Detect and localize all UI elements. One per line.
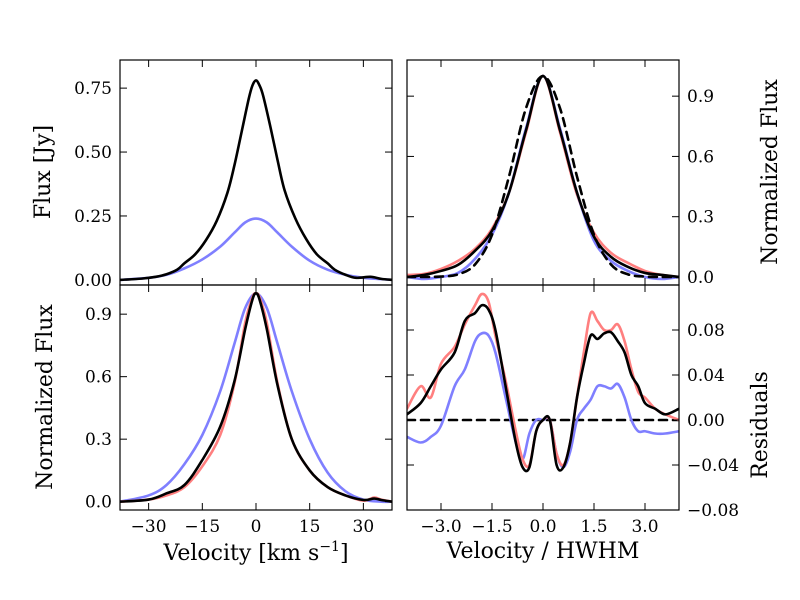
p1-ticks	[120, 60, 392, 285]
p2-series-red	[407, 74, 679, 279]
p3-xtick-label: −30	[131, 517, 167, 537]
panel-normalized-hwhm: 0.0 0.3 0.6 0.9 Normalized Flux	[406, 59, 783, 288]
p4-xtick-label: 0.0	[529, 517, 556, 537]
p4-ytick-label: −0.08	[687, 501, 739, 521]
p4-xlabel: Velocity / HWHM	[446, 539, 640, 564]
p3-ytick-labels: 0.0 0.3 0.6 0.9	[85, 305, 112, 512]
p3-ytick-label: 0.9	[85, 305, 112, 325]
p3-xtick-label: −15	[184, 517, 220, 537]
panel-residuals: −0.08 −0.04 0.00 0.04 0.08 −3.0 −1.5 0.0 1.5 3.0…	[406, 284, 773, 564]
p3-xtick-labels: −30 −15 0 15 30	[131, 517, 375, 537]
panel-normalized-velocity: 0.0 0.3 0.6 0.9 −30 −15 0 15 30 Normalized Flux…	[33, 284, 393, 566]
p3-ticks	[120, 285, 392, 510]
p4-xtick-label: −3.0	[420, 517, 461, 537]
p4-series-red	[407, 292, 679, 469]
p1-curves	[120, 79, 392, 282]
p3-curves	[120, 291, 392, 504]
p4-ticks	[407, 285, 679, 511]
p1-series-blue	[120, 217, 392, 282]
p3-xlabel-sup: −1	[319, 539, 340, 555]
p3-frame	[119, 284, 393, 511]
p1-ytick-label: 0.25	[74, 207, 112, 227]
p2-series-blue	[407, 74, 679, 281]
p2-ticks	[407, 60, 679, 285]
p4-frame	[406, 284, 680, 511]
p2-ytick-label: 0.3	[687, 208, 714, 228]
p2-ytick-label: 0.0	[687, 268, 714, 288]
p1-frame	[119, 59, 393, 286]
p4-ylabel: Residuals	[748, 371, 773, 479]
p1-ytick-label: 0.50	[74, 143, 112, 163]
p4-ytick-label: 0.04	[687, 366, 725, 386]
p3-series-red	[120, 291, 392, 503]
p4-curves	[407, 292, 679, 473]
p3-ytick-label: 0.6	[85, 368, 112, 388]
p2-series-gaussian	[407, 74, 679, 279]
p3-xtick-label: 30	[353, 517, 375, 537]
p1-ytick-label: 0.00	[74, 271, 112, 291]
p4-xtick-label: 3.0	[631, 517, 658, 537]
p2-ylabel: Normalized Flux	[758, 79, 783, 265]
p2-ytick-label: 0.9	[687, 87, 714, 107]
p3-series-black	[120, 292, 392, 503]
p4-ytick-label: 0.08	[687, 321, 725, 341]
p3-series-blue	[120, 292, 392, 504]
p4-ytick-labels: −0.08 −0.04 0.00 0.04 0.08	[687, 321, 739, 521]
p2-ytick-label: 0.6	[687, 147, 714, 167]
p3-ylabel: Normalized Flux	[33, 304, 58, 490]
p3-ytick-label: 0.3	[85, 430, 112, 450]
p3-ytick-label: 0.0	[85, 493, 112, 513]
p1-ytick-label: 0.75	[74, 79, 112, 99]
p4-xtick-label: −1.5	[471, 517, 512, 537]
p2-series-black	[407, 74, 679, 279]
p4-xtick-label: 1.5	[580, 517, 607, 537]
p1-ylabel: Flux [Jy]	[31, 125, 56, 219]
p1-series-black	[120, 79, 392, 282]
p3-xtick-label: 0	[251, 517, 262, 537]
p4-ytick-label: 0.00	[687, 411, 725, 431]
p2-frame	[406, 59, 680, 286]
p2-curves	[407, 74, 679, 281]
p2-ytick-labels: 0.0 0.3 0.6 0.9	[687, 87, 714, 288]
p4-series-black	[407, 303, 679, 473]
p3-xlabel-end: ]	[340, 541, 349, 566]
p3-xlabel-main: Velocity [km s	[162, 541, 319, 566]
p3-xtick-label: 15	[299, 517, 321, 537]
p4-xtick-labels: −3.0 −1.5 0.0 1.5 3.0	[420, 517, 658, 537]
p3-xlabel: Velocity [km s−1]	[162, 539, 348, 566]
p4-ytick-label: −0.04	[687, 456, 739, 476]
panel-flux: 0.00 0.25 0.50 0.75 Flux [Jy]	[31, 59, 393, 291]
p1-ytick-labels: 0.00 0.25 0.50 0.75	[74, 79, 112, 291]
